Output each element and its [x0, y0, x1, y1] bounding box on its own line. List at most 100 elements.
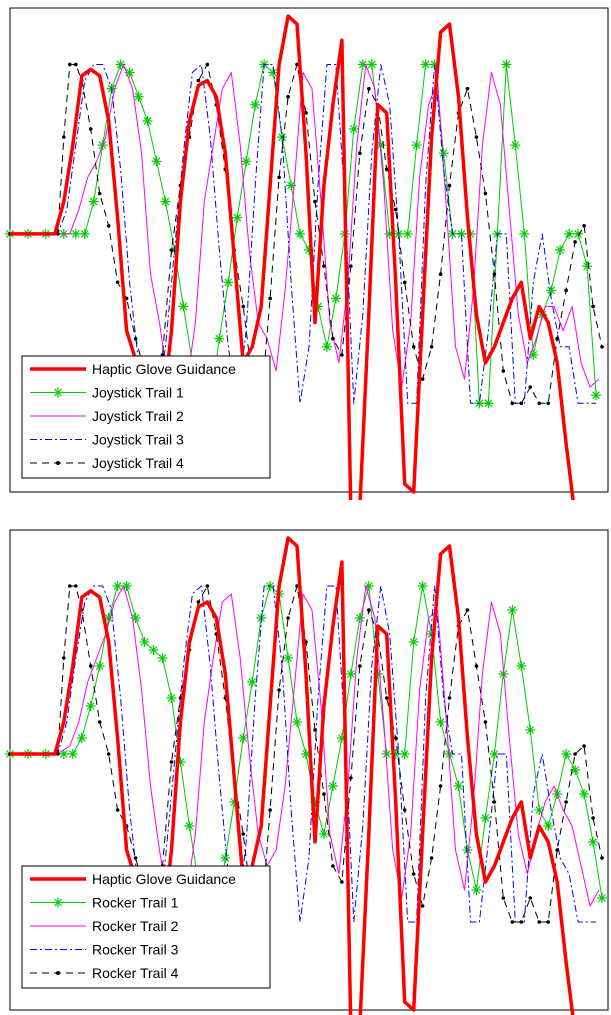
data-point-marker: [528, 896, 533, 900]
data-point-marker: [286, 94, 290, 99]
data-point-marker: [501, 896, 506, 900]
data-point-marker: [139, 637, 150, 647]
data-point-marker: [555, 245, 566, 255]
legend-marker: [56, 971, 60, 975]
data-point-marker: [220, 853, 231, 863]
data-point-marker: [447, 696, 452, 700]
data-point-marker: [94, 661, 105, 671]
data-point-marker: [133, 856, 138, 860]
data-point-marker: [474, 664, 479, 668]
data-point-marker: [420, 904, 425, 908]
data-point-marker: [196, 600, 201, 604]
data-point-marker: [88, 196, 99, 207]
data-point-marker: [292, 717, 303, 727]
data-point-marker: [241, 832, 246, 836]
data-point-marker: [417, 581, 428, 591]
data-point-marker: [600, 345, 604, 349]
data-point-marker: [331, 336, 335, 341]
data-point-marker: [76, 733, 87, 743]
data-point-marker: [591, 816, 595, 820]
data-point-marker: [408, 637, 419, 647]
series-joystick-trail-3: [10, 64, 596, 404]
legend: Haptic Glove Guidance Joystick Trail 1 Joy…: [21, 355, 271, 479]
data-point-marker: [160, 196, 171, 207]
data-point-marker: [402, 808, 407, 812]
legend-item-rocker-trail-4: Rocker Trail 4: [30, 965, 179, 981]
series-haptic-glove-guidance: [10, 536, 575, 1015]
data-point-marker: [510, 401, 515, 406]
data-point-marker: [345, 669, 356, 679]
data-point-marker: [142, 115, 153, 126]
data-point-marker: [510, 920, 515, 924]
data-point-marker: [507, 605, 518, 615]
data-point-marker: [348, 124, 359, 134]
data-point-marker: [205, 584, 210, 588]
series-joystick-trail-4: [8, 62, 604, 406]
data-point-marker: [313, 728, 317, 732]
data-point-marker: [489, 749, 500, 759]
data-point-marker: [528, 385, 533, 389]
data-point-marker: [501, 369, 506, 373]
legend-box: [21, 865, 271, 989]
data-point-marker: [453, 781, 464, 791]
data-point-marker: [564, 288, 568, 293]
data-point-marker: [393, 207, 398, 212]
data-point-marker: [304, 111, 308, 115]
data-point-marker: [429, 345, 434, 349]
series-joystick-trail-2: [10, 64, 600, 404]
chart-panel-rocker: Haptic Glove Guidance Rocker Trail 1 Rocke…: [0, 520, 611, 1015]
data-point-marker: [573, 752, 577, 756]
data-point-marker: [322, 264, 326, 268]
data-point-marker: [367, 608, 371, 612]
data-point-marker: [115, 59, 126, 70]
data-point-marker: [67, 749, 78, 759]
legend-item-joystick-trail-2: Joystick Trail 2: [30, 408, 184, 424]
data-point-marker: [367, 86, 371, 91]
data-point-marker: [115, 280, 120, 285]
legend: Haptic Glove Guidance Rocker Trail 1 Rocke…: [21, 865, 271, 989]
data-point-marker: [79, 228, 90, 239]
data-point-marker: [133, 91, 144, 102]
data-point-marker: [268, 808, 272, 812]
data-point-marker: [277, 175, 281, 180]
data-point-marker: [106, 752, 111, 756]
series-line-haptic-glove-guidance: [10, 14, 575, 500]
data-point-marker: [384, 167, 389, 172]
data-point-marker: [555, 336, 559, 341]
series-line-rocker-trail-1: [10, 585, 603, 923]
data-point-marker: [402, 280, 407, 285]
data-point-marker: [438, 272, 443, 277]
data-point-marker: [73, 584, 78, 588]
data-point-marker: [157, 653, 168, 663]
data-point-marker: [85, 701, 96, 711]
data-point-marker: [268, 67, 279, 78]
data-point-marker: [232, 212, 243, 223]
data-point-marker: [88, 664, 93, 668]
data-point-marker: [600, 856, 604, 860]
legend-item-rocker-trail-3: Rocker Trail 3: [30, 942, 179, 958]
series-line-rocker-trail-2: [10, 585, 600, 923]
data-point-marker: [223, 277, 234, 288]
data-point-marker: [73, 62, 78, 67]
data-point-marker: [381, 749, 392, 759]
data-point-marker: [148, 645, 159, 655]
data-point-marker: [480, 813, 491, 823]
legend-label: Rocker Trail 1: [92, 895, 179, 911]
data-point-marker: [411, 872, 416, 876]
series-line-haptic-glove-guidance: [10, 536, 575, 1015]
data-point-marker: [331, 864, 335, 868]
data-point-marker: [546, 285, 557, 296]
data-point-marker: [349, 776, 353, 780]
data-point-marker: [327, 781, 338, 791]
data-point-marker: [411, 140, 422, 151]
data-point-marker: [435, 717, 446, 727]
legend-item-joystick-trail-3: Joystick Trail 3: [30, 432, 184, 448]
data-point-marker: [582, 224, 586, 228]
data-point-marker: [97, 720, 102, 724]
legend-label: Haptic Glove Guidance: [92, 361, 236, 377]
data-point-marker: [483, 398, 494, 409]
data-point-marker: [196, 78, 201, 83]
series-haptic-glove-guidance: [10, 14, 575, 500]
data-point-marker: [471, 885, 482, 895]
legend-item-joystick-trail-1: Joystick Trail 1: [30, 385, 184, 401]
